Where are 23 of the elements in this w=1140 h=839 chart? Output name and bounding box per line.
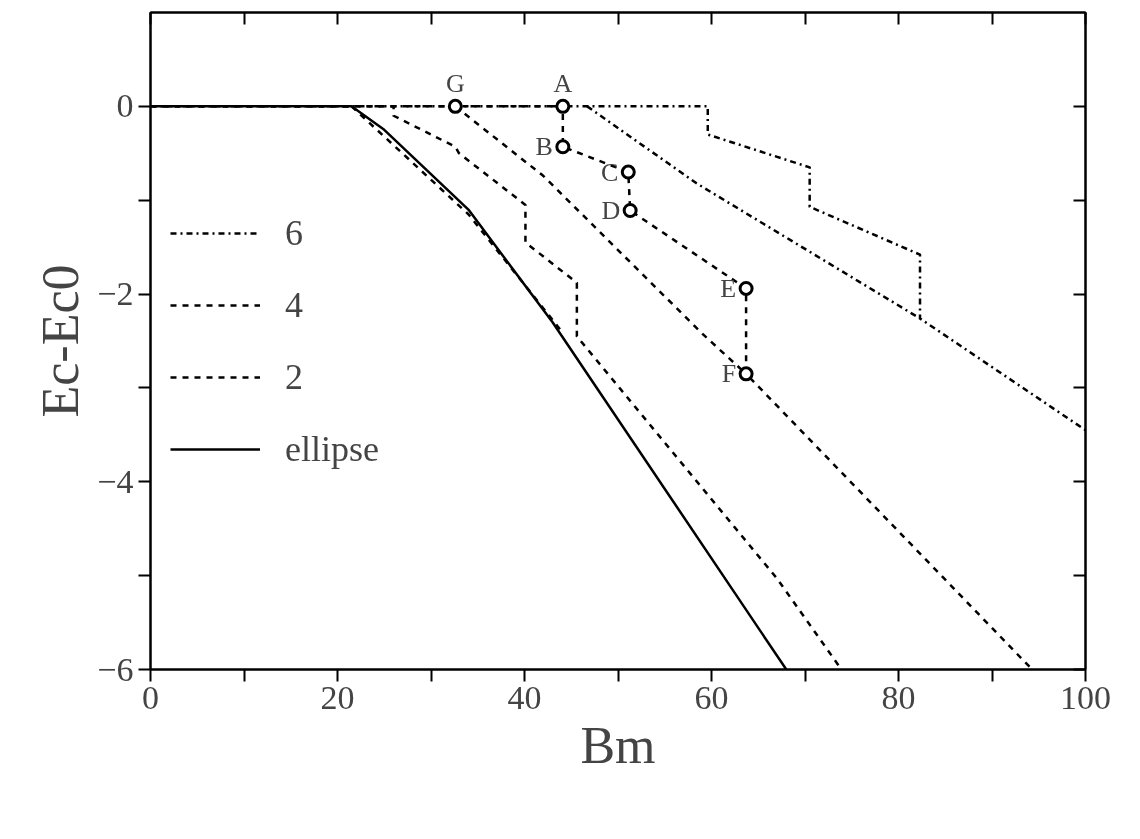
x-tick-label: 20 bbox=[320, 678, 355, 716]
x-tick-label: 100 bbox=[1060, 678, 1111, 716]
annotation: B bbox=[535, 132, 553, 162]
y-tick-label: 0 bbox=[116, 87, 134, 125]
y-tick-label: −2 bbox=[97, 275, 134, 313]
legend-label: ellipse bbox=[285, 427, 379, 470]
y-tick-label: −6 bbox=[97, 650, 134, 688]
y-tick-label: −4 bbox=[97, 462, 134, 500]
annotation: C bbox=[600, 157, 619, 187]
legend-label: 4 bbox=[285, 283, 304, 326]
x-axis-title: Bm bbox=[580, 716, 656, 774]
y-axis-title: Ec-Ec0 bbox=[32, 264, 90, 418]
x-tick-label: 80 bbox=[881, 678, 916, 716]
annotation: D bbox=[601, 196, 621, 226]
x-tick-label: 0 bbox=[142, 678, 159, 716]
x-tick-label: 40 bbox=[507, 678, 542, 716]
annotation: E bbox=[720, 273, 737, 303]
annotation: G bbox=[445, 69, 465, 99]
legend-label: 2 bbox=[285, 355, 304, 398]
legend-label: 6 bbox=[285, 211, 304, 254]
annotation: F bbox=[721, 359, 737, 389]
x-tick-label: 60 bbox=[694, 678, 729, 716]
annotation: A bbox=[553, 69, 573, 99]
